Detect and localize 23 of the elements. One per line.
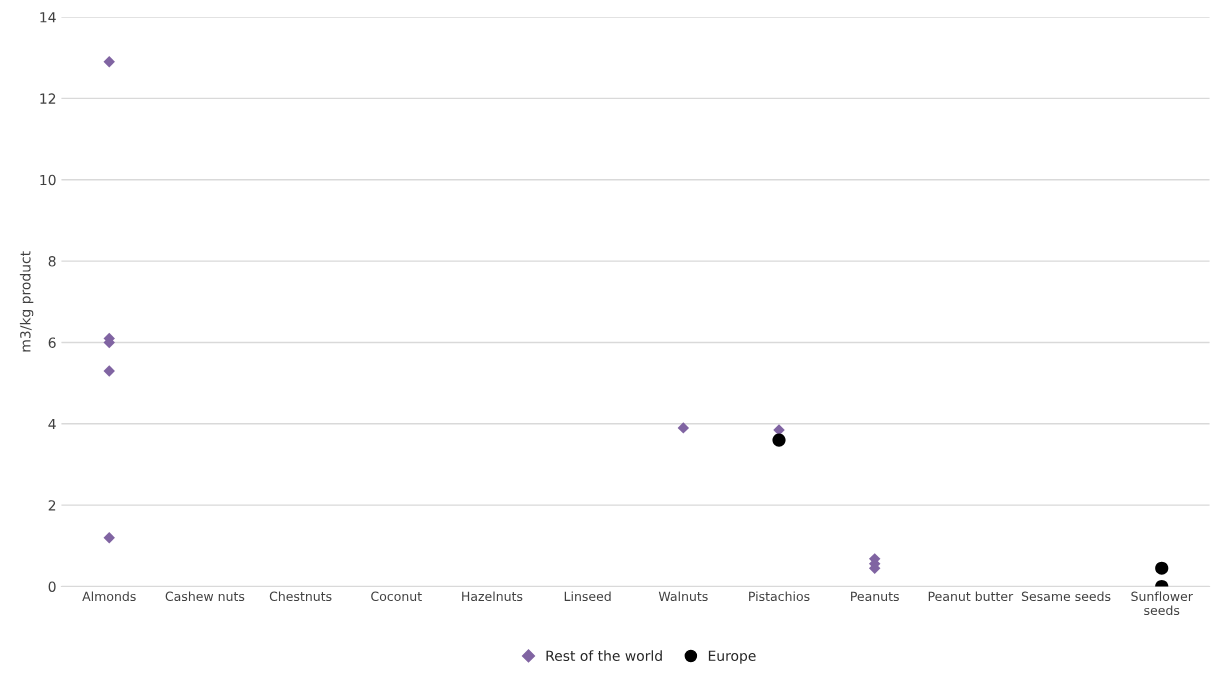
y-tick-label: 12 <box>40 93 56 104</box>
y-tick-label: 2 <box>48 500 56 511</box>
x-tick-label: Peanuts <box>851 591 899 602</box>
y-tick-label: 8 <box>48 256 56 267</box>
x-tick-label: Sunflower seeds <box>1131 591 1193 616</box>
x-tick-label: Cashew nuts <box>165 591 245 602</box>
legend-label: Rest of the world <box>546 650 662 662</box>
x-tick-label: Peanut butter <box>928 591 1014 602</box>
x-tick-label: Coconut <box>371 591 422 602</box>
x-tick-label: Hazelnuts <box>462 591 523 602</box>
y-tick-label: 14 <box>40 12 56 23</box>
y-tick-label: 10 <box>40 174 56 186</box>
x-tick-label: Linseed <box>564 591 611 602</box>
y-tick-label: 4 <box>48 418 56 430</box>
x-tick-label: Almonds <box>82 591 136 602</box>
x-tick-label: Sesame seeds <box>1021 591 1111 602</box>
y-tick-label: 6 <box>48 337 56 348</box>
x-tick-label: Walnuts <box>658 591 708 602</box>
y-tick-label: 0 <box>48 581 56 592</box>
y-axis-title: m3/kg product <box>19 251 34 352</box>
legend-label: Europe <box>708 650 756 664</box>
x-tick-label: Chestnuts <box>269 591 332 602</box>
x-tick-label: Pistachios <box>749 591 810 602</box>
